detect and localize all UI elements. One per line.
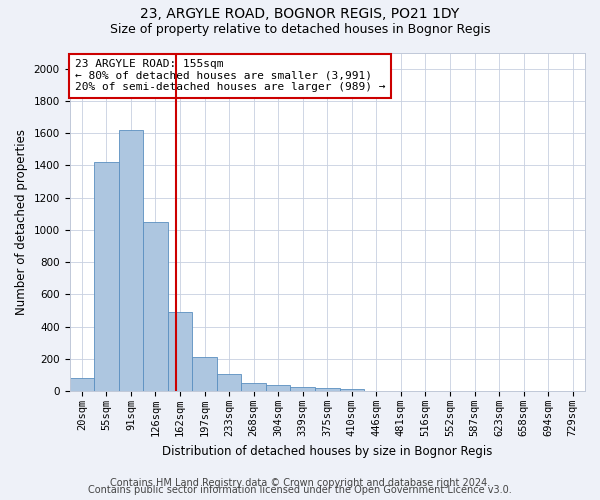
Bar	[70, 378, 94, 391]
Bar	[119, 130, 143, 391]
Text: 23 ARGYLE ROAD: 155sqm
← 80% of detached houses are smaller (3,991)
20% of semi-: 23 ARGYLE ROAD: 155sqm ← 80% of detached…	[74, 60, 385, 92]
Bar	[241, 383, 266, 391]
Bar	[94, 162, 119, 391]
Bar	[340, 390, 364, 391]
Bar	[168, 312, 192, 391]
Bar	[192, 357, 217, 391]
Text: Contains public sector information licensed under the Open Government Licence v3: Contains public sector information licen…	[88, 485, 512, 495]
Bar	[266, 386, 290, 391]
X-axis label: Distribution of detached houses by size in Bognor Regis: Distribution of detached houses by size …	[162, 444, 493, 458]
Text: 23, ARGYLE ROAD, BOGNOR REGIS, PO21 1DY: 23, ARGYLE ROAD, BOGNOR REGIS, PO21 1DY	[140, 8, 460, 22]
Bar	[217, 374, 241, 391]
Bar	[315, 388, 340, 391]
Y-axis label: Number of detached properties: Number of detached properties	[15, 129, 28, 315]
Bar	[290, 387, 315, 391]
Text: Contains HM Land Registry data © Crown copyright and database right 2024.: Contains HM Land Registry data © Crown c…	[110, 478, 490, 488]
Text: Size of property relative to detached houses in Bognor Regis: Size of property relative to detached ho…	[110, 22, 490, 36]
Bar	[143, 222, 168, 391]
